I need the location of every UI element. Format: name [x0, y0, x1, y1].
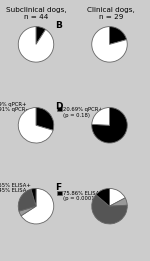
Wedge shape — [110, 27, 127, 44]
Wedge shape — [92, 195, 127, 224]
Wedge shape — [36, 108, 54, 130]
Wedge shape — [18, 27, 54, 62]
Text: Clinical dogs,
n = 29: Clinical dogs, n = 29 — [87, 7, 135, 20]
Wedge shape — [92, 27, 127, 62]
Wedge shape — [31, 188, 36, 206]
Legend: 20.69% qPCR+, (p = 0.18): 20.69% qPCR+, (p = 0.18) — [57, 107, 103, 117]
Wedge shape — [110, 198, 127, 206]
Wedge shape — [96, 188, 110, 206]
Wedge shape — [18, 108, 53, 143]
Text: Subclinical dogs,
n = 44: Subclinical dogs, n = 44 — [6, 7, 66, 20]
Text: B: B — [55, 21, 62, 30]
Wedge shape — [36, 27, 46, 44]
Wedge shape — [92, 108, 110, 125]
Wedge shape — [18, 189, 36, 211]
Wedge shape — [19, 206, 36, 216]
Wedge shape — [21, 188, 54, 224]
Text: F: F — [55, 183, 61, 192]
Legend: 9.09% qPCR+, 90.91% qPCR−: 9.09% qPCR+, 90.91% qPCR− — [0, 102, 29, 112]
Wedge shape — [92, 108, 127, 143]
Legend: 29.55% ELISA+, 70.45% ELISA−: 29.55% ELISA+, 70.45% ELISA− — [0, 183, 30, 193]
Legend: 75.86% ELISA+, (p = 0.0001): 75.86% ELISA+, (p = 0.0001) — [57, 191, 104, 201]
Text: D: D — [55, 102, 62, 111]
Wedge shape — [110, 188, 125, 206]
